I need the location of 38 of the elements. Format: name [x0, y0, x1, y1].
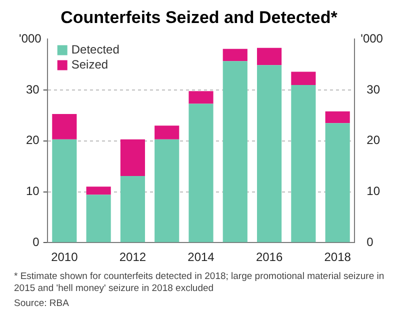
y2-tick-label: 10: [366, 184, 380, 198]
bar: [325, 111, 350, 124]
x-tick-label: 2014: [188, 250, 215, 264]
y2-axis-title: '000: [360, 32, 384, 46]
bar: [291, 84, 316, 242]
bar: [325, 123, 350, 242]
y-tick-label: 10: [26, 184, 40, 198]
bar: [291, 72, 316, 85]
y2-tick-label: 0: [366, 234, 374, 249]
bar: [188, 91, 214, 104]
bar: [154, 139, 180, 242]
y2-tick-label: 20: [366, 133, 380, 148]
source-note: Source: RBA: [13, 298, 70, 310]
y-axis-title: '000: [19, 32, 42, 46]
y2-tick-label: 30: [366, 82, 380, 96]
bar: [154, 126, 180, 140]
bar: [257, 65, 282, 242]
text: * Estimate shown for counterfeits detected in 2018; large promotional material seizure in 2015 and 'hell money' seizure in 2018 excluded: [13, 271, 386, 295]
legend-label: Detected: [71, 42, 120, 57]
y-tick-label: 30: [26, 82, 40, 96]
x-tick-label: 2010: [51, 250, 78, 264]
bar: [86, 194, 111, 242]
bar: [120, 139, 146, 176]
bar: [52, 139, 77, 242]
bar: [222, 61, 248, 242]
y-tick-label: 0: [32, 234, 40, 249]
legend-label: Seized: [71, 58, 108, 72]
bar: [52, 114, 77, 140]
chart-title: Counterfeits Seized and Detected*: [60, 8, 338, 28]
x-tick-label: 2018: [324, 250, 352, 264]
x-tick-label: 2012: [119, 250, 146, 264]
bar: [86, 186, 111, 195]
bar: [120, 176, 146, 242]
bar: [188, 104, 214, 242]
bar: [222, 48, 248, 62]
bar: [257, 48, 282, 66]
y-tick-label: 20: [26, 133, 40, 148]
x-tick-label: 2016: [256, 250, 283, 264]
